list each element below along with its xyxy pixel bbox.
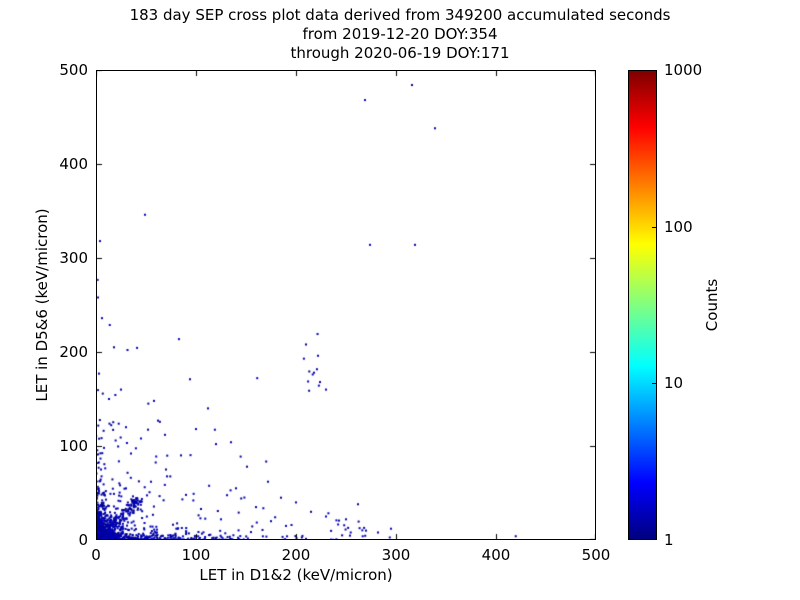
- y-tick-label: 200: [59, 343, 88, 361]
- y-tick-label: 100: [59, 437, 88, 455]
- colorbar-tick-mark: [652, 70, 657, 71]
- y-tick-label: 0: [78, 531, 88, 549]
- x-tick-label: 0: [91, 546, 101, 564]
- colorbar-tick-mark: [652, 226, 657, 228]
- colorbar-tick-label: 100: [664, 217, 693, 236]
- colorbar: [628, 70, 657, 540]
- chart-title-line3: through 2020-06-19 DOY:171: [290, 44, 510, 62]
- x-tick-label: 400: [481, 546, 511, 564]
- y-tick-label: 400: [59, 155, 88, 173]
- x-tick-label: 500: [581, 546, 611, 564]
- chart-title-line1: 183 day SEP cross plot data derived from…: [129, 6, 671, 24]
- chart-title-line2: from 2019-12-20 DOY:354: [302, 25, 498, 43]
- colorbar-tick-label: 1: [664, 531, 674, 549]
- x-axis-label: LET in D1&2 (keV/micron): [199, 566, 393, 584]
- colorbar-tick-label: 10: [664, 374, 684, 393]
- plot-frame: [96, 70, 596, 540]
- x-tick-label: 100: [181, 546, 211, 564]
- x-tick-label: 200: [281, 546, 311, 564]
- colorbar-tick-mark: [652, 383, 657, 385]
- y-tick-label: 300: [59, 249, 88, 267]
- x-tick-label: 300: [381, 546, 411, 564]
- colorbar-tick-label: 1000: [664, 61, 703, 79]
- colorbar-gradient: [629, 71, 656, 539]
- chart-title: 183 day SEP cross plot data derived from…: [0, 6, 800, 63]
- y-axis-label: LET in D5&6 (keV/micron): [33, 208, 51, 402]
- colorbar-axis-label: Counts: [703, 278, 721, 332]
- y-tick-label: 500: [59, 61, 88, 79]
- scatter-canvas: [96, 70, 596, 540]
- colorbar-tick-mark: [652, 539, 657, 540]
